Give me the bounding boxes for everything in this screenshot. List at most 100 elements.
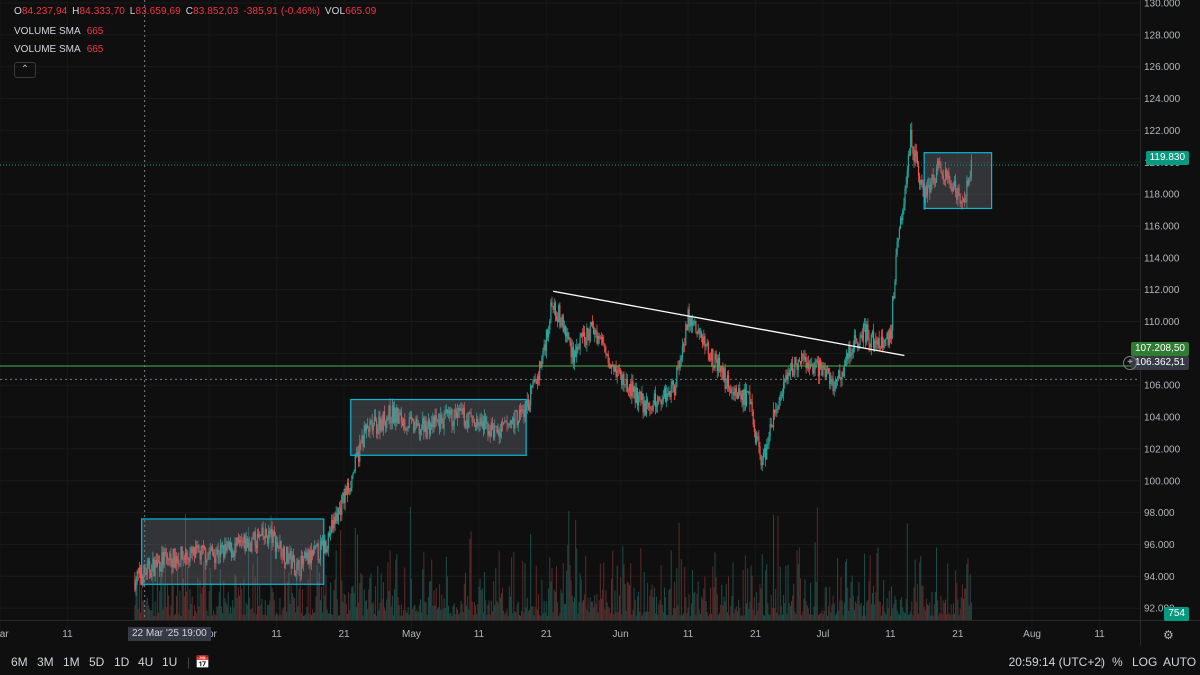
candle-body	[919, 175, 921, 185]
volume-bar	[400, 604, 402, 620]
price-tick-label: 114.000	[1144, 253, 1180, 264]
candle-body	[324, 541, 326, 554]
candle-body	[688, 309, 690, 327]
volume-bar	[153, 615, 155, 620]
candle-body	[753, 424, 755, 433]
volume-bar	[231, 613, 233, 620]
volume-bar	[272, 592, 274, 620]
candle-body	[763, 448, 766, 453]
volume-bar	[179, 590, 181, 620]
candle-body	[967, 180, 969, 185]
volume-bar	[603, 562, 605, 620]
candle-body	[489, 431, 491, 437]
candle-body	[820, 359, 822, 370]
volume-bar	[556, 566, 558, 620]
volume-bar	[250, 609, 252, 620]
candle-body	[942, 174, 944, 180]
add-alert-button[interactable]: +	[1123, 356, 1137, 370]
settings-gear-icon[interactable]: ⚙	[1163, 628, 1174, 642]
volume-bar	[160, 573, 162, 620]
candle-body	[852, 348, 854, 353]
volume-bar	[142, 600, 144, 620]
timeframe-1d[interactable]: 1D	[114, 655, 130, 669]
candle-body	[966, 180, 968, 202]
candle-body	[193, 547, 196, 558]
timeframe-6m[interactable]: 6M	[11, 655, 28, 669]
indicator-volume-sma-1[interactable]: VOLUME SMA 665	[14, 26, 103, 37]
volume-bar	[925, 598, 927, 620]
candle-body	[771, 425, 773, 428]
volume-bar	[767, 603, 769, 620]
timeframe-5d[interactable]: 5D	[89, 655, 105, 669]
candle-body	[433, 416, 435, 427]
timeframe-1u[interactable]: 1U	[162, 655, 178, 669]
candle-body	[943, 179, 945, 181]
volume-bar	[660, 564, 662, 620]
divider: |	[187, 655, 191, 669]
percent-toggle[interactable]: %	[1112, 655, 1123, 669]
candle-body	[370, 420, 372, 422]
candle-body	[200, 545, 202, 560]
time-tick-label: 11	[271, 629, 282, 640]
volume-bar	[919, 562, 921, 620]
timeframe-4u[interactable]: 4U	[138, 655, 154, 669]
candle-body	[159, 561, 161, 572]
volume-bar	[756, 592, 758, 620]
candle-body	[884, 339, 886, 346]
candle-body	[145, 572, 147, 575]
timeframe-1m[interactable]: 1M	[63, 655, 80, 669]
candle-body	[358, 451, 360, 462]
log-toggle[interactable]: LOG	[1132, 655, 1158, 669]
volume-bar	[679, 615, 681, 620]
volume-bar	[414, 604, 416, 620]
collapse-legend-button[interactable]: ⌃	[14, 62, 36, 78]
volume-bar	[784, 603, 786, 620]
auto-toggle[interactable]: AUTO	[1163, 655, 1197, 669]
volume-bar	[906, 523, 908, 620]
volume-bar	[430, 580, 432, 620]
candle-body	[778, 400, 780, 410]
candle-body	[905, 184, 907, 190]
candle-body	[709, 359, 712, 361]
volume-bar	[453, 603, 455, 620]
volume-bar	[154, 601, 156, 620]
price-chart[interactable]: 92.00094.00096.00098.000100.000102.00010…	[0, 0, 1200, 645]
candle-body	[524, 408, 526, 418]
volume-bar	[869, 555, 871, 620]
clock-timezone[interactable]: 20:59:14 (UTC+2)	[1008, 655, 1105, 669]
volume-bar	[218, 592, 220, 620]
volume-bar	[251, 608, 253, 620]
volume-bar	[939, 612, 941, 620]
volume-bar	[671, 615, 673, 620]
candle-body	[452, 425, 454, 427]
volume-bar	[559, 612, 561, 620]
volume-bar	[740, 615, 742, 620]
candle-body	[896, 241, 898, 255]
candle-body	[635, 387, 637, 403]
candle-body	[156, 560, 158, 567]
candle-body	[284, 562, 287, 564]
volume-bar	[914, 559, 916, 620]
volume-bar	[912, 615, 914, 620]
volume-bar	[214, 613, 216, 620]
timeframe-3m[interactable]: 3M	[37, 655, 54, 669]
candle-body	[363, 425, 365, 447]
volume-bar	[604, 609, 606, 620]
volume-bar	[761, 554, 763, 620]
price-tick-label: 130.000	[1144, 0, 1181, 10]
candle-body	[633, 386, 635, 393]
volume-bar	[763, 615, 765, 620]
candle-body	[733, 392, 735, 396]
indicator-volume-sma-2[interactable]: VOLUME SMA 665	[14, 44, 103, 55]
volume-bar	[960, 597, 962, 620]
volume-bar	[503, 610, 505, 620]
volume-bar	[353, 592, 355, 620]
volume-bar	[651, 584, 653, 620]
calendar-icon[interactable]: 📅	[195, 655, 210, 669]
candle-body	[766, 444, 768, 460]
candle-body	[690, 317, 693, 326]
candle-body	[928, 185, 930, 186]
candle-body	[379, 416, 381, 432]
volume-bar	[471, 601, 473, 620]
candle-body	[749, 391, 751, 405]
